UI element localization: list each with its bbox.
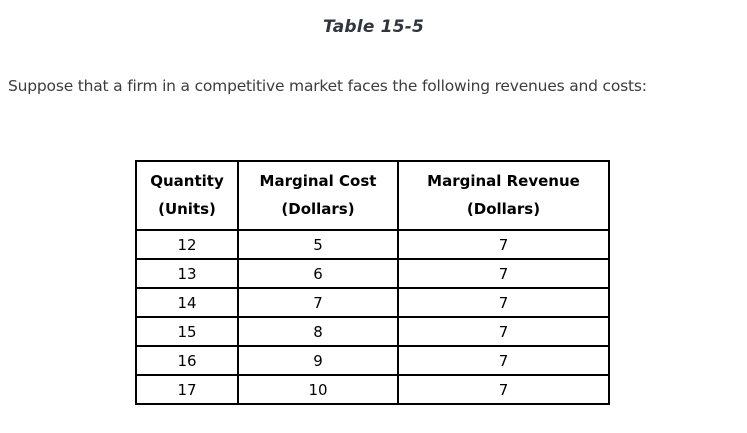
header-marginal-revenue-line2: (Dollars) <box>466 200 541 218</box>
cell-marginal-revenue: 7 <box>397 287 610 318</box>
cell-marginal-cost: 8 <box>237 316 399 347</box>
cell-quantity: 12 <box>135 229 239 260</box>
header-row: Quantity (Units) Marginal Cost (Dollars)… <box>135 160 610 231</box>
cell-marginal-cost: 6 <box>237 258 399 289</box>
table-row: 16 9 7 <box>135 345 610 376</box>
cell-quantity: 17 <box>135 374 239 405</box>
cell-quantity: 16 <box>135 345 239 376</box>
table-row: 17 10 7 <box>135 374 610 405</box>
intro-text: Suppose that a firm in a competitive mar… <box>8 77 647 95</box>
header-quantity-line2: (Units) <box>158 200 216 218</box>
cell-marginal-revenue: 7 <box>397 345 610 376</box>
cell-marginal-revenue: 7 <box>397 374 610 405</box>
header-quantity-line1: Quantity <box>150 172 224 190</box>
cell-marginal-revenue: 7 <box>397 229 610 260</box>
header-marginal-cost-line1: Marginal Cost <box>259 172 377 190</box>
table-row: 14 7 7 <box>135 287 610 318</box>
cell-marginal-cost: 5 <box>237 229 399 260</box>
cell-marginal-cost: 9 <box>237 345 399 376</box>
cell-quantity: 15 <box>135 316 239 347</box>
header-marginal-cost-line2: (Dollars) <box>281 200 355 218</box>
header-marginal-cost: Marginal Cost (Dollars) <box>237 160 399 231</box>
table-row: 15 8 7 <box>135 316 610 347</box>
revenues-costs-table: Quantity (Units) Marginal Cost (Dollars)… <box>135 160 610 405</box>
cell-marginal-revenue: 7 <box>397 316 610 347</box>
cell-quantity: 14 <box>135 287 239 318</box>
cell-marginal-cost: 7 <box>237 287 399 318</box>
table-row: 12 5 7 <box>135 229 610 260</box>
page-title: Table 15-5 <box>322 17 425 37</box>
header-marginal-revenue-line1: Marginal Revenue <box>427 172 580 190</box>
cell-quantity: 13 <box>135 258 239 289</box>
table-row: 13 6 7 <box>135 258 610 289</box>
header-quantity: Quantity (Units) <box>135 160 239 231</box>
header-marginal-revenue: Marginal Revenue (Dollars) <box>397 160 610 231</box>
cell-marginal-revenue: 7 <box>397 258 610 289</box>
cell-marginal-cost: 10 <box>237 374 399 405</box>
